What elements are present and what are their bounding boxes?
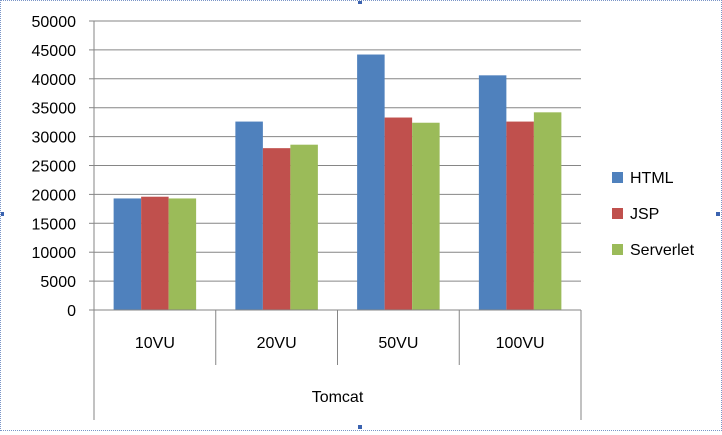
y-tick-label: 30000 <box>32 130 77 147</box>
legend-label-serverlet: Serverlet <box>630 242 695 259</box>
y-tick-label: 0 <box>67 303 76 320</box>
x-category-label: 50VU <box>378 335 418 352</box>
bar-jsp-50vu <box>384 117 413 310</box>
legend: HTML JSP Serverlet <box>612 170 695 259</box>
bar-serverlet-100vu <box>533 112 562 310</box>
bar-html-20vu <box>235 121 263 311</box>
bar-serverlet-10vu <box>168 198 197 310</box>
y-tick-label: 25000 <box>32 159 77 176</box>
bar-html-100vu <box>478 75 507 310</box>
bar-jsp-20vu <box>262 148 291 310</box>
legend-swatch-html <box>612 172 623 183</box>
y-tick-label: 5000 <box>40 274 76 291</box>
x-category-label: 100VU <box>496 335 545 352</box>
legend-label-html: HTML <box>630 170 674 187</box>
axes: 0 5000 10000 15000 20000 25000 30000 35000 40000… <box>32 14 582 420</box>
y-tick-label: 20000 <box>32 187 77 204</box>
y-tick-label: 15000 <box>32 216 77 233</box>
x-group-label: Tomcat <box>312 389 364 406</box>
bar-html-50vu <box>357 54 385 310</box>
legend-swatch-serverlet <box>612 244 623 255</box>
bar-jsp-10vu <box>141 196 169 310</box>
y-tick-label: 45000 <box>32 43 77 60</box>
selection-handle[interactable] <box>358 0 362 4</box>
legend-label-jsp: JSP <box>630 206 659 223</box>
y-tick-label: 40000 <box>32 72 77 89</box>
selection-handle[interactable] <box>716 212 720 216</box>
bar-serverlet-20vu <box>290 144 318 310</box>
selection-handle[interactable] <box>0 212 4 216</box>
y-tick-label: 10000 <box>32 245 77 262</box>
y-tick-label: 50000 <box>32 14 77 31</box>
y-tick-label: 35000 <box>32 101 77 118</box>
selection-handle[interactable] <box>358 425 362 429</box>
x-category-label: 20VU <box>257 335 297 352</box>
x-category-label: 10VU <box>135 335 175 352</box>
bar-html-10vu <box>113 198 142 310</box>
bars <box>113 54 562 311</box>
bar-serverlet-50vu <box>412 122 440 310</box>
bar-jsp-100vu <box>506 121 534 311</box>
legend-swatch-jsp <box>612 208 623 219</box>
